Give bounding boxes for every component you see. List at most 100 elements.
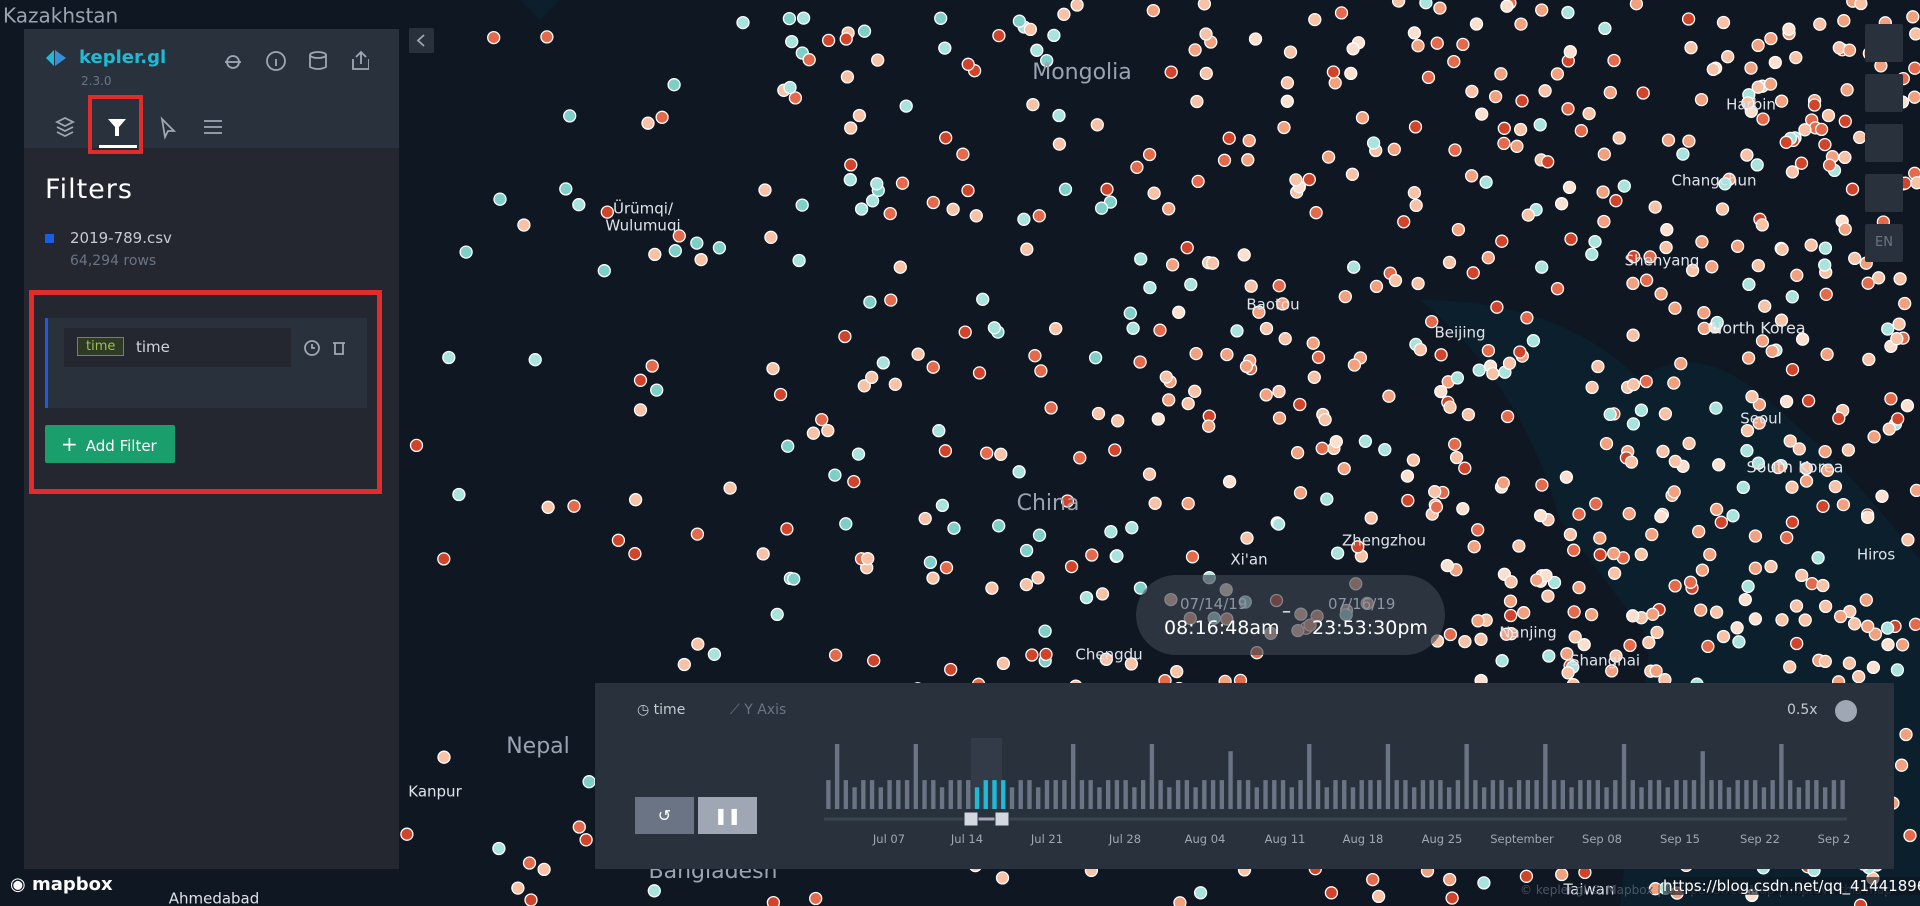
mapbox-logo[interactable]: ◉ mapbox bbox=[10, 874, 113, 895]
layers-tab[interactable] bbox=[54, 116, 76, 138]
map-label: South Korea bbox=[1747, 458, 1844, 477]
map-style-tab[interactable] bbox=[204, 120, 222, 134]
timeline-tick-label: September bbox=[1490, 832, 1554, 846]
map-point bbox=[1819, 287, 1833, 301]
add-filter-button[interactable]: + Add Filter bbox=[45, 425, 175, 463]
map-point bbox=[409, 438, 424, 453]
data-icon[interactable] bbox=[309, 51, 327, 70]
map-point bbox=[1479, 175, 1493, 189]
map-point bbox=[1730, 621, 1744, 635]
legend-toggle[interactable] bbox=[1865, 124, 1903, 162]
range-handle[interactable] bbox=[994, 811, 1010, 827]
map-point bbox=[1862, 352, 1876, 367]
time-toggle[interactable] bbox=[304, 340, 320, 356]
map-point bbox=[926, 195, 940, 210]
map-point bbox=[1783, 660, 1797, 674]
map-point bbox=[961, 57, 975, 71]
histogram-bar bbox=[957, 780, 962, 809]
split-map[interactable] bbox=[1865, 24, 1903, 62]
map-point bbox=[1755, 334, 1770, 348]
map-point bbox=[766, 361, 780, 376]
map-point bbox=[893, 260, 907, 274]
map-point bbox=[1419, 0, 1433, 10]
map-point bbox=[1845, 182, 1860, 196]
range-handle[interactable] bbox=[963, 811, 979, 827]
filters-tab[interactable] bbox=[99, 119, 137, 148]
map-point bbox=[1469, 17, 1484, 31]
map-point bbox=[1456, 37, 1470, 52]
map-point bbox=[780, 522, 794, 536]
map-point bbox=[1603, 407, 1617, 422]
map-point bbox=[1514, 17, 1528, 31]
map-point bbox=[1751, 456, 1766, 470]
delete-filter[interactable] bbox=[333, 342, 345, 355]
map-point bbox=[958, 325, 972, 339]
map-point bbox=[1648, 200, 1662, 214]
map-point bbox=[994, 447, 1008, 461]
map-point bbox=[647, 884, 661, 898]
map-label: North Korea bbox=[1710, 319, 1805, 338]
map-point bbox=[1293, 486, 1308, 500]
time-field[interactable]: ◷ time bbox=[637, 702, 686, 718]
map-point bbox=[1320, 492, 1334, 506]
map-point bbox=[851, 447, 866, 461]
share-icon[interactable] bbox=[352, 50, 369, 70]
3d-toggle[interactable] bbox=[1865, 74, 1903, 112]
side-panel: kepler.gl 2.3.0 Filters 2019-789.csv 64,… bbox=[24, 29, 399, 869]
map-point bbox=[1019, 577, 1034, 592]
speed-knob[interactable] bbox=[1835, 700, 1857, 722]
map-point bbox=[980, 446, 994, 460]
map-point bbox=[854, 202, 869, 216]
map-point bbox=[1397, 215, 1411, 229]
map-point bbox=[1626, 328, 1640, 342]
locale-toggle[interactable]: EN bbox=[1865, 224, 1903, 262]
map-point bbox=[961, 183, 975, 198]
map-point bbox=[1658, 407, 1673, 421]
map-point bbox=[815, 412, 829, 427]
map-point bbox=[1034, 364, 1048, 378]
map-point bbox=[911, 347, 925, 361]
speed-control[interactable]: 0.5x bbox=[1787, 702, 1818, 718]
map-point bbox=[1401, 493, 1415, 508]
map-point bbox=[1838, 114, 1852, 128]
map-point bbox=[976, 292, 990, 306]
map-point bbox=[857, 379, 871, 393]
map-point bbox=[1712, 458, 1726, 472]
map-point bbox=[1738, 592, 1752, 607]
map-point bbox=[1596, 185, 1610, 199]
map-point bbox=[672, 229, 686, 243]
map-point bbox=[1387, 142, 1401, 156]
map-point bbox=[1504, 575, 1518, 589]
timeline-tick-label: Jul 21 bbox=[1030, 832, 1063, 846]
time-field-label: time bbox=[653, 702, 686, 718]
interactions-tab[interactable] bbox=[160, 116, 177, 140]
map-point bbox=[1820, 463, 1835, 477]
histogram-bar bbox=[1097, 787, 1102, 809]
draw-toggle[interactable] bbox=[1865, 174, 1903, 212]
map-point bbox=[563, 109, 577, 123]
pause-button[interactable]: ❚❚ bbox=[698, 797, 757, 834]
map-point bbox=[1554, 197, 1569, 211]
map-point bbox=[1052, 137, 1067, 151]
map-point bbox=[1816, 499, 1830, 513]
map-point bbox=[1031, 571, 1045, 585]
map-point bbox=[1090, 118, 1104, 132]
map-point bbox=[1407, 26, 1422, 40]
histogram-bar bbox=[974, 787, 980, 809]
map-point bbox=[1347, 358, 1362, 372]
reset-button[interactable]: ↺ bbox=[635, 797, 694, 834]
map-point bbox=[787, 572, 801, 586]
collapse-button[interactable] bbox=[409, 28, 434, 53]
map-point bbox=[1242, 133, 1256, 148]
bug-icon[interactable] bbox=[225, 55, 241, 69]
map-point bbox=[1026, 97, 1040, 112]
info-icon[interactable] bbox=[266, 51, 286, 71]
y-axis-select[interactable]: ⟋ Y Axis bbox=[730, 702, 787, 718]
dataset-name[interactable]: 2019-789.csv bbox=[70, 229, 172, 247]
timeline-tick-label: Aug 18 bbox=[1343, 832, 1384, 846]
map-point bbox=[1148, 496, 1162, 510]
map-point bbox=[1785, 515, 1800, 529]
map-point bbox=[1442, 255, 1457, 270]
field-type-tag: time bbox=[77, 337, 125, 356]
